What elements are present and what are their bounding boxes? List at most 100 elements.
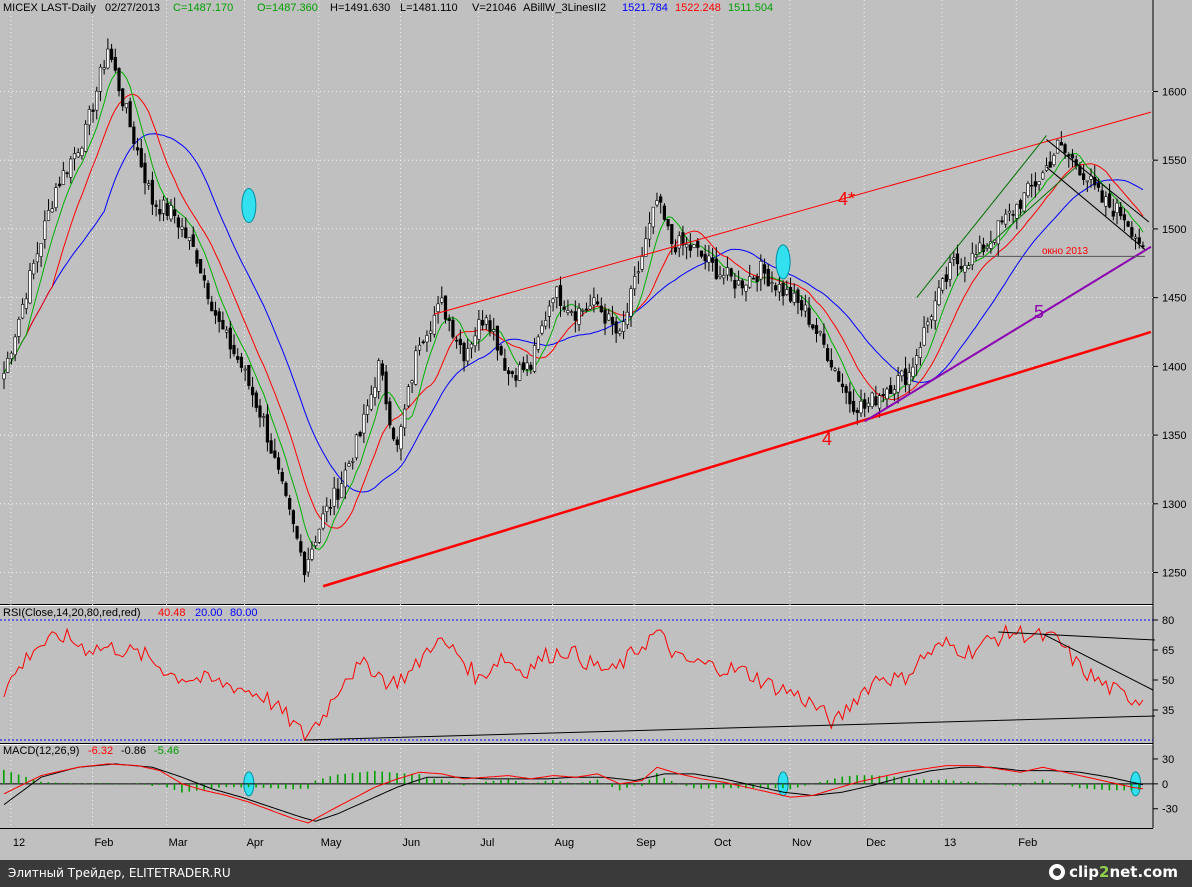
candle-body [803,304,807,312]
macd-hist-bar [1123,783,1126,791]
candle-body [581,309,585,312]
candle-body [43,220,47,240]
header-ma-red: 1522.248 [675,2,721,14]
candle-body [1026,183,1030,197]
candle-body [666,219,670,227]
macd-y-tick-label: 30 [1162,754,1174,766]
macd-hist-bar [544,780,547,784]
macd-hist-bar [678,783,680,785]
candle-body [699,250,704,257]
macd-hist-bar [366,771,369,784]
candle-body [1100,190,1104,203]
macd-hist-bar [92,783,94,784]
candle-body [421,341,425,344]
candle-body [109,48,114,60]
candle-body [592,297,596,306]
candle-body [640,256,644,270]
candle-body [417,344,422,351]
candle-body [46,210,51,221]
macd-hist-bar [181,783,183,793]
macd-hist-bar [522,782,524,784]
macd-hist-bar [188,783,191,792]
macd-hist-bar [1086,783,1088,789]
candle-body [414,350,418,385]
candle-body [532,345,537,372]
candle-body [98,66,103,92]
macd-hist-bar [233,783,235,788]
macd-hist-bar [455,783,458,785]
macd-hist-bar [292,783,294,790]
ma-green-line [3,70,1144,550]
candle-body [432,314,436,335]
candle-body [677,235,681,249]
candle-body [288,498,292,510]
candle-body [796,289,800,303]
candle-body [76,152,80,158]
wave-4-star-label: 4* [838,189,855,209]
candle-body [276,457,281,470]
candle-body [113,56,117,71]
macd-hist-bar [1093,783,1096,790]
candle-body [1059,142,1063,146]
candle-body [1067,154,1071,157]
macd-hist-bar [989,783,992,785]
candle-body [154,204,158,207]
candle-body [388,401,392,426]
candle-body [647,223,652,240]
candle-body [792,292,796,303]
candle-body [332,487,336,507]
macd-hist-bar [322,778,324,784]
candle-body [1030,184,1034,187]
candle-body [889,385,893,394]
candle-body [95,90,99,111]
candle-body [1111,210,1115,217]
candle-body [911,366,915,377]
candle-body [202,275,206,281]
macd-hist-bar [507,779,510,784]
candle-body [662,205,666,220]
candle-body [1096,183,1101,188]
macd-hist-bar [900,777,903,784]
candle-body [340,483,344,499]
macd-hist-bar [878,775,881,784]
x-tick-label: Nov [792,837,812,849]
candle-body [1041,172,1045,180]
candle-body [1137,237,1141,244]
candle-body [607,313,611,321]
candle-body [692,244,696,248]
candle-body [80,147,84,156]
macd-hist-bar [915,778,918,784]
macd-hist-bar [737,783,740,789]
macd-hist-bar [3,769,5,784]
candle-body [384,371,388,405]
macd-hist-bar [693,783,695,789]
candle-body [970,252,974,266]
candle-body [117,68,121,92]
candle-body [310,548,314,560]
macd-hist-bar [722,783,725,789]
candle-body [595,301,600,305]
wave-5-line [864,245,1152,423]
macd-hist-bar [359,772,361,784]
macd-hist-bar [923,779,925,784]
candle-body [759,261,763,280]
candle-body [150,179,155,205]
candle-body [206,283,210,299]
macd-hist-bar [218,783,220,788]
candle-body [762,264,767,274]
header-close: C=1487.170 [173,2,233,14]
macd-hist-bar [648,779,651,784]
candle-body [440,297,444,303]
macd-hist-bar [552,780,554,784]
macd-hist-bar [566,782,569,784]
candle-body [588,305,592,310]
candle-body [1015,204,1019,219]
candle-body [447,318,451,321]
candle-body [833,368,837,371]
macd-hist-bar [819,782,821,784]
candle-body [1052,155,1056,165]
macd-hist-bar [158,783,161,785]
candle-body [455,339,459,342]
candle-body [937,287,941,306]
macd-hist-bar [952,780,955,784]
